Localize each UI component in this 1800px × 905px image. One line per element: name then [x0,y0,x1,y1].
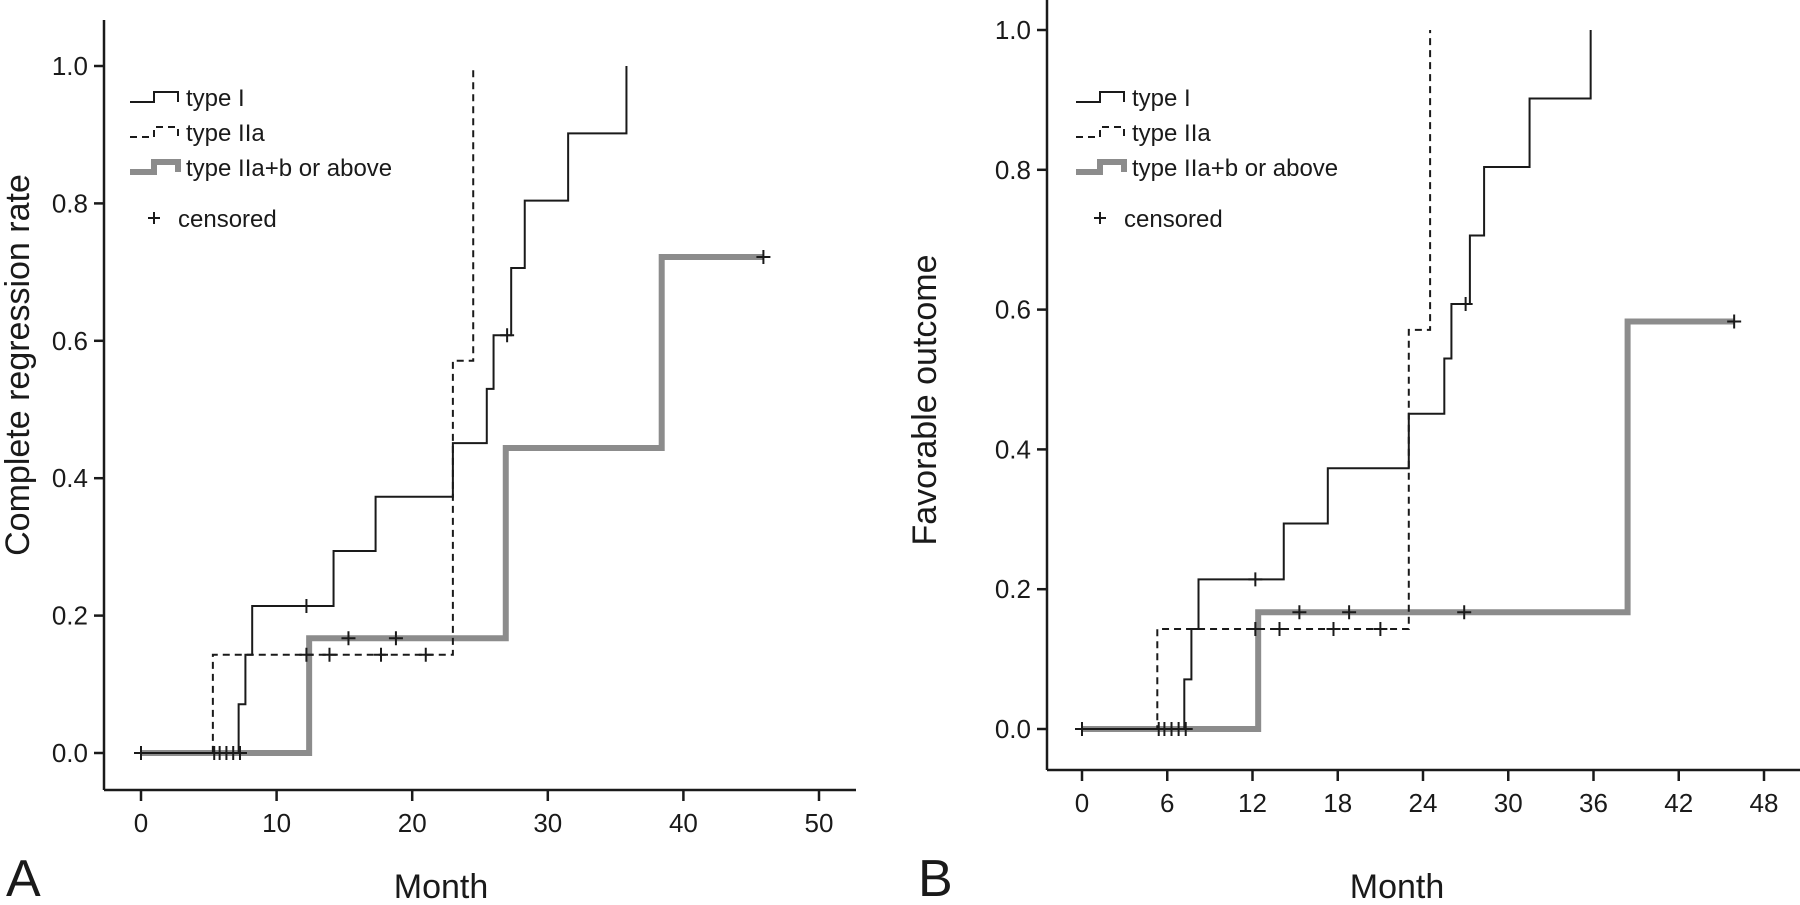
panel-a-series-1-censor-mark [299,598,314,613]
panel-a-x-tick-label: 10 [262,808,291,838]
panel-a-y-tick-label: 1.0 [52,51,88,81]
panel-b-x-tick-label: 18 [1323,788,1352,818]
panel-a-y-tick-label: 0.4 [52,463,88,493]
panel-b-y-tick-label: 1.0 [995,15,1031,45]
panel-b-x-axis-title: Month [1350,868,1445,905]
panel-a-series [134,66,771,760]
panel-b-legend-label-censored: censored [1124,206,1223,233]
panel-b-series-2-censor-mark [1373,622,1388,637]
panel-a-start-censor-mark [232,746,247,760]
panel-b-y-tick-label: 0.8 [995,155,1031,185]
panel-a-y-tick-label: 0.0 [52,738,88,768]
panel-a-legend-swatch-1 [130,91,179,103]
panel-b-x-tick-label: 6 [1160,788,1174,818]
panel-b-series-3-line [1082,318,1735,732]
panel-a-y-tick-label: 0.8 [52,188,88,218]
panel-a-series-2-censor-mark [299,647,314,662]
panel-b-series [1075,30,1742,736]
panel-b-series-1-censor-mark [1248,572,1263,587]
panel-b-y-tick-label: 0.2 [995,574,1031,604]
panel-a-y-axis-title: Complete regression rate [0,174,37,556]
panel-b-series-1-censor-mark [1458,297,1473,312]
panel-a-letter: A [6,850,41,905]
panel-a-x-axis-title: Month [394,868,489,905]
panel-a-legend: type I type IIa type IIa+b or above censore… [130,85,392,233]
panel-b: 0.0 0.2 0.4 0.6 0.8 1.0 0 6 12 18 24 30 36 42 48 type … [906,0,1800,905]
panel-b-series-2-censor-mark [1248,622,1263,637]
panel-a-series-2-censor-mark [322,647,337,662]
panel-b-start-censor-mark [1075,722,1089,736]
panel-b-x-tick-label: 12 [1238,788,1267,818]
panel-b-y-axis-title: Favorable outcome [906,254,944,545]
panel-b-legend-swatch-2 [1076,126,1125,138]
panel-b-legend-swatch-3 [1076,159,1127,175]
panel-a-series-2-line [141,66,475,754]
panel-b-series-2-censor-mark [1326,622,1341,637]
panel-a-y-tick-label: 0.2 [52,601,88,631]
panel-a-x-tick-label: 0 [134,808,148,838]
panel-b-x-tick-label: 42 [1664,788,1693,818]
panel-a-x-tick-label: 50 [805,808,834,838]
panel-a-series-2-censor-mark [374,647,389,662]
panel-a-series-3-censor-mark [756,249,771,264]
panel-b-series-3-censor-mark [1727,314,1742,329]
panel-b-series-3-censor-mark [1457,605,1472,620]
panel-a-x-tick-label: 30 [533,808,562,838]
panel-b-x-tick-label: 30 [1494,788,1523,818]
panel-b-legend: type I type IIa type IIa+b or above censore… [1076,85,1338,233]
panel-b-legend-label-1: type I [1132,85,1191,112]
panel-a-x-tick-label: 20 [398,808,427,838]
panel-a-series-1-censor-mark [500,328,515,343]
panel-b-series-3-censor-mark [1292,605,1307,620]
panel-b-legend-label-2: type IIa [1132,120,1211,147]
panel-a-legend-swatch-3 [130,159,181,175]
panel-b-x-tick-label: 0 [1075,788,1089,818]
panel-b-legend-swatch-1 [1076,91,1125,103]
panel-b-series-2-censor-mark [1272,622,1287,637]
panel-b-x-tick-label: 36 [1579,788,1608,818]
panel-a-legend-label-3: type IIa+b or above [186,155,392,182]
panel-b-x-tick-label: 48 [1750,788,1779,818]
panel-a-x-tick-label: 40 [669,808,698,838]
panel-b-series-3-censor-mark [1342,605,1357,620]
panel-a-axes: 0.0 0.2 0.4 0.6 0.8 1.0 0 10 20 30 40 50 [52,20,856,838]
panel-a-legend-label-censored: censored [178,206,277,233]
panel-a: 0.00.20.40.60.81.00 10 20 30 40 50 type Itype… [0,20,856,905]
panel-b-letter: B [918,850,953,905]
panel-a-series-3-censor-mark [388,631,403,646]
panel-b-y-tick-label: 0.6 [995,295,1031,325]
panel-b-y-tick-label: 0.0 [995,714,1031,744]
panel-b-x-tick-label: 24 [1409,788,1438,818]
panel-a-legend-swatch-2 [130,126,179,138]
panel-a-series-1-line [141,66,628,754]
panel-a-y-tick-label: 0.6 [52,326,88,356]
panel-b-y-tick-label: 0.4 [995,434,1031,464]
panel-a-legend-label-2: type IIa [186,120,265,147]
panel-a-series-3-censor-mark [341,631,356,646]
panel-a-series-2-censor-mark [418,647,433,662]
panel-a-legend-label-1: type I [186,85,245,112]
panel-b-legend-label-3: type IIa+b or above [1132,155,1338,182]
panel-b-legend-censor-icon [1094,212,1106,224]
panel-a-start-censor-mark [134,746,148,760]
panel-a-legend-censor-icon [148,212,160,224]
panel-b-start-censor-mark [1178,722,1193,736]
panel-a-series-3-line [141,253,764,756]
panel-b-axes: 0.0 0.2 0.4 0.6 0.8 1.0 0 6 12 18 24 30 36 42 48 [995,0,1800,818]
